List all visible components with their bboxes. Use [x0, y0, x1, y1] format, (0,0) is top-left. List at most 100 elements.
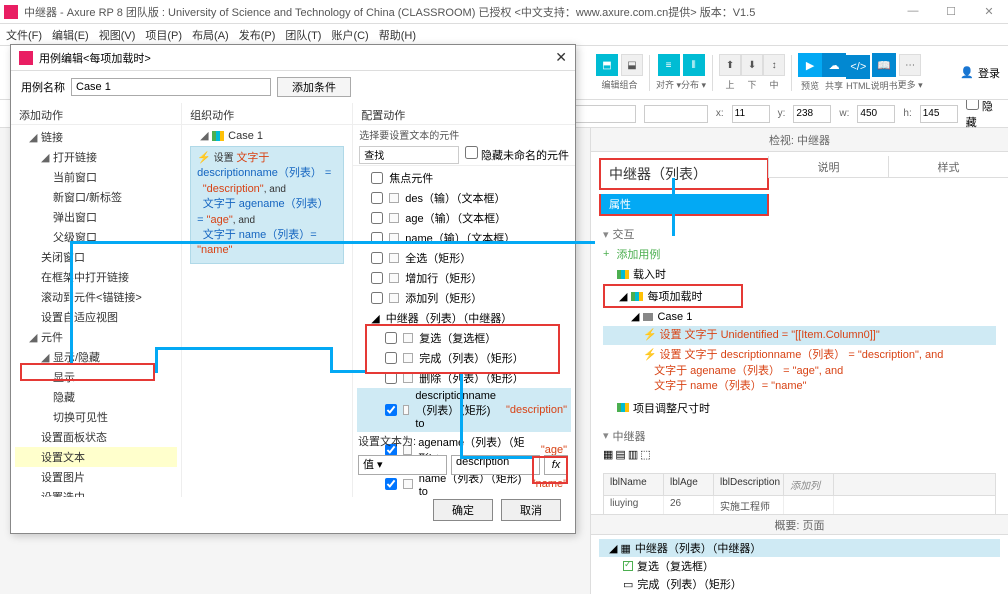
menu-bar: 文件(F) 编辑(E) 视图(V) 项目(P) 布局(A) 发布(P) 团队(T…: [0, 24, 1008, 46]
tab-properties[interactable]: 属性: [599, 194, 769, 216]
search-widget-select[interactable]: 查找: [359, 146, 459, 164]
target-repeater[interactable]: ◢中继器（列表）（中继器）: [357, 308, 571, 328]
y-input[interactable]: [793, 105, 831, 123]
target-focus[interactable]: 焦点元件: [357, 168, 571, 188]
target-r-sel[interactable]: 复选（复选框）: [357, 328, 571, 348]
value-type-select[interactable]: 值 ▾: [358, 455, 447, 475]
action-adaptive[interactable]: 设置自适应视图: [15, 307, 177, 327]
w-input[interactable]: [857, 105, 895, 123]
action-scroll[interactable]: 滚动到元件<锚链接>: [15, 287, 177, 307]
action-open-in-frame[interactable]: 在框架中打开链接: [15, 267, 177, 287]
outline-item[interactable]: ▭完成（列表）（矩形）: [599, 575, 1000, 593]
menu-file[interactable]: 文件(F): [6, 27, 42, 43]
action-links[interactable]: ◢链接: [15, 127, 177, 147]
add-condition-button[interactable]: 添加条件: [277, 77, 351, 97]
action-open-link[interactable]: ◢打开链接: [15, 147, 177, 167]
target-r-del[interactable]: 删除（列表）（矩形）: [357, 368, 571, 388]
menu-arrange[interactable]: 布局(A): [192, 27, 229, 43]
value-input[interactable]: description: [451, 455, 540, 475]
x-input[interactable]: [732, 105, 770, 123]
col-add[interactable]: 添加列: [784, 474, 834, 495]
action-widgets[interactable]: ◢元件: [15, 327, 177, 347]
action-showhide[interactable]: ◢显示/隐藏: [15, 347, 177, 367]
target-r-done[interactable]: 完成（列表）（矩形）: [357, 348, 571, 368]
action-panel-state[interactable]: 设置面板状态: [15, 427, 177, 447]
docbook-button[interactable]: 📖: [872, 53, 896, 77]
h-input[interactable]: [920, 105, 958, 123]
target-all[interactable]: 全选（矩形）: [357, 248, 571, 268]
widget-name-box[interactable]: 中继器（列表）: [599, 158, 769, 190]
cancel-button[interactable]: 取消: [501, 499, 561, 521]
menu-team[interactable]: 团队(T): [285, 27, 321, 43]
window-maximize-button[interactable]: ☐: [936, 5, 966, 18]
ok-button[interactable]: 确定: [433, 499, 493, 521]
case-node[interactable]: ◢Case 1: [186, 127, 348, 144]
target-age[interactable]: age（输）（文本框）: [357, 208, 571, 228]
repeater-tool-icon[interactable]: ▤: [615, 448, 625, 461]
action-set-checked[interactable]: 设置选中: [15, 487, 177, 497]
distribute-icon[interactable]: ⦀: [683, 54, 705, 76]
target-addcol[interactable]: 添加列（矩形）: [357, 288, 571, 308]
action-set-image[interactable]: 设置图片: [15, 467, 177, 487]
menu-project[interactable]: 项目(P): [145, 27, 182, 43]
fontweight-select[interactable]: [644, 105, 708, 123]
target-des[interactable]: des（输）（文本框）: [357, 188, 571, 208]
target-descname[interactable]: descriptionname（列表）（矩形) to "description": [357, 388, 571, 432]
dialog-close-button[interactable]: ✕: [555, 49, 567, 66]
bottom-icon[interactable]: ⬇: [741, 54, 763, 76]
action-parent[interactable]: 父级窗口: [15, 227, 177, 247]
cell[interactable]: liuying: [604, 496, 664, 515]
menu-account[interactable]: 账户(C): [331, 27, 368, 43]
repeater-tool-icon[interactable]: ▥: [628, 448, 638, 461]
action-new-tab[interactable]: 新窗口/新标签: [15, 187, 177, 207]
add-case-link[interactable]: 添加用例: [616, 246, 660, 262]
hidden-checkbox[interactable]: 隐藏: [966, 97, 1000, 130]
html-button[interactable]: </>: [846, 55, 870, 79]
case-name-input[interactable]: [71, 78, 271, 96]
ungroup-icon[interactable]: ⬓: [621, 54, 643, 76]
align-icon[interactable]: ≡: [658, 54, 680, 76]
share-button[interactable]: ☁: [822, 53, 846, 77]
outline-item[interactable]: ◢ ▦中继器（列表）（中继器）: [599, 539, 1000, 557]
cell[interactable]: 26: [664, 496, 714, 515]
repeater-tool-icon[interactable]: ⬚: [640, 448, 650, 461]
hide-unnamed-checkbox[interactable]: 隐藏未命名的元件: [465, 146, 569, 163]
action-close-window[interactable]: 关闭窗口: [15, 247, 177, 267]
action-set-text-1[interactable]: ⚡ 设置 文字于 Unidentified = "[[Item.Column0]…: [603, 326, 996, 345]
window-minimize-button[interactable]: —: [898, 5, 928, 18]
fx-button[interactable]: fx: [544, 455, 568, 475]
event-each-item-load[interactable]: ◢每项加载时: [603, 284, 743, 308]
action-show[interactable]: 显示: [15, 367, 177, 387]
event-onload[interactable]: 载入时: [603, 264, 996, 284]
col-lblname[interactable]: lblName: [604, 474, 664, 495]
action-current-window[interactable]: 当前窗口: [15, 167, 177, 187]
target-addrow[interactable]: 增加行（矩形）: [357, 268, 571, 288]
middle-icon[interactable]: ↕: [763, 54, 785, 76]
more-button[interactable]: ⋯: [899, 54, 921, 76]
login-button[interactable]: 👤登录: [960, 65, 1000, 81]
window-close-button[interactable]: ✕: [974, 5, 1004, 18]
action-hide[interactable]: 隐藏: [15, 387, 177, 407]
action-set-text-2[interactable]: ⚡ 设置 文字于 descriptionname（列表） = "descript…: [603, 346, 996, 396]
menu-help[interactable]: 帮助(H): [379, 27, 416, 43]
event-item-resize[interactable]: 项目调整尺寸时: [603, 398, 996, 418]
case-node[interactable]: ◢Case 1: [603, 308, 996, 325]
tab-style[interactable]: 样式: [888, 156, 1008, 177]
combine-icon[interactable]: ⬒: [596, 54, 618, 76]
target-name[interactable]: name（输）（文本框）: [357, 228, 571, 248]
action-toggle[interactable]: 切换可见性: [15, 407, 177, 427]
col-lblage[interactable]: lblAge: [664, 474, 714, 495]
tab-notes[interactable]: 说明: [768, 156, 888, 177]
repeater-tool-icon[interactable]: ▦: [603, 448, 613, 461]
menu-view[interactable]: 视图(V): [99, 27, 136, 43]
preview-button[interactable]: ▶: [798, 53, 822, 77]
col-lbldesc[interactable]: lblDescription: [714, 474, 784, 495]
outline-item[interactable]: 复选（复选框）: [599, 557, 1000, 575]
top-icon[interactable]: ⬆: [719, 54, 741, 76]
cell[interactable]: 实施工程师: [714, 496, 784, 515]
menu-publish[interactable]: 发布(P): [239, 27, 276, 43]
action-popup[interactable]: 弹出窗口: [15, 207, 177, 227]
set-text-action-block[interactable]: ⚡ 设置 文字于 descriptionname（列表） = "descript…: [190, 146, 344, 264]
action-set-text[interactable]: 设置文本: [15, 447, 177, 467]
menu-edit[interactable]: 编辑(E): [52, 27, 89, 43]
